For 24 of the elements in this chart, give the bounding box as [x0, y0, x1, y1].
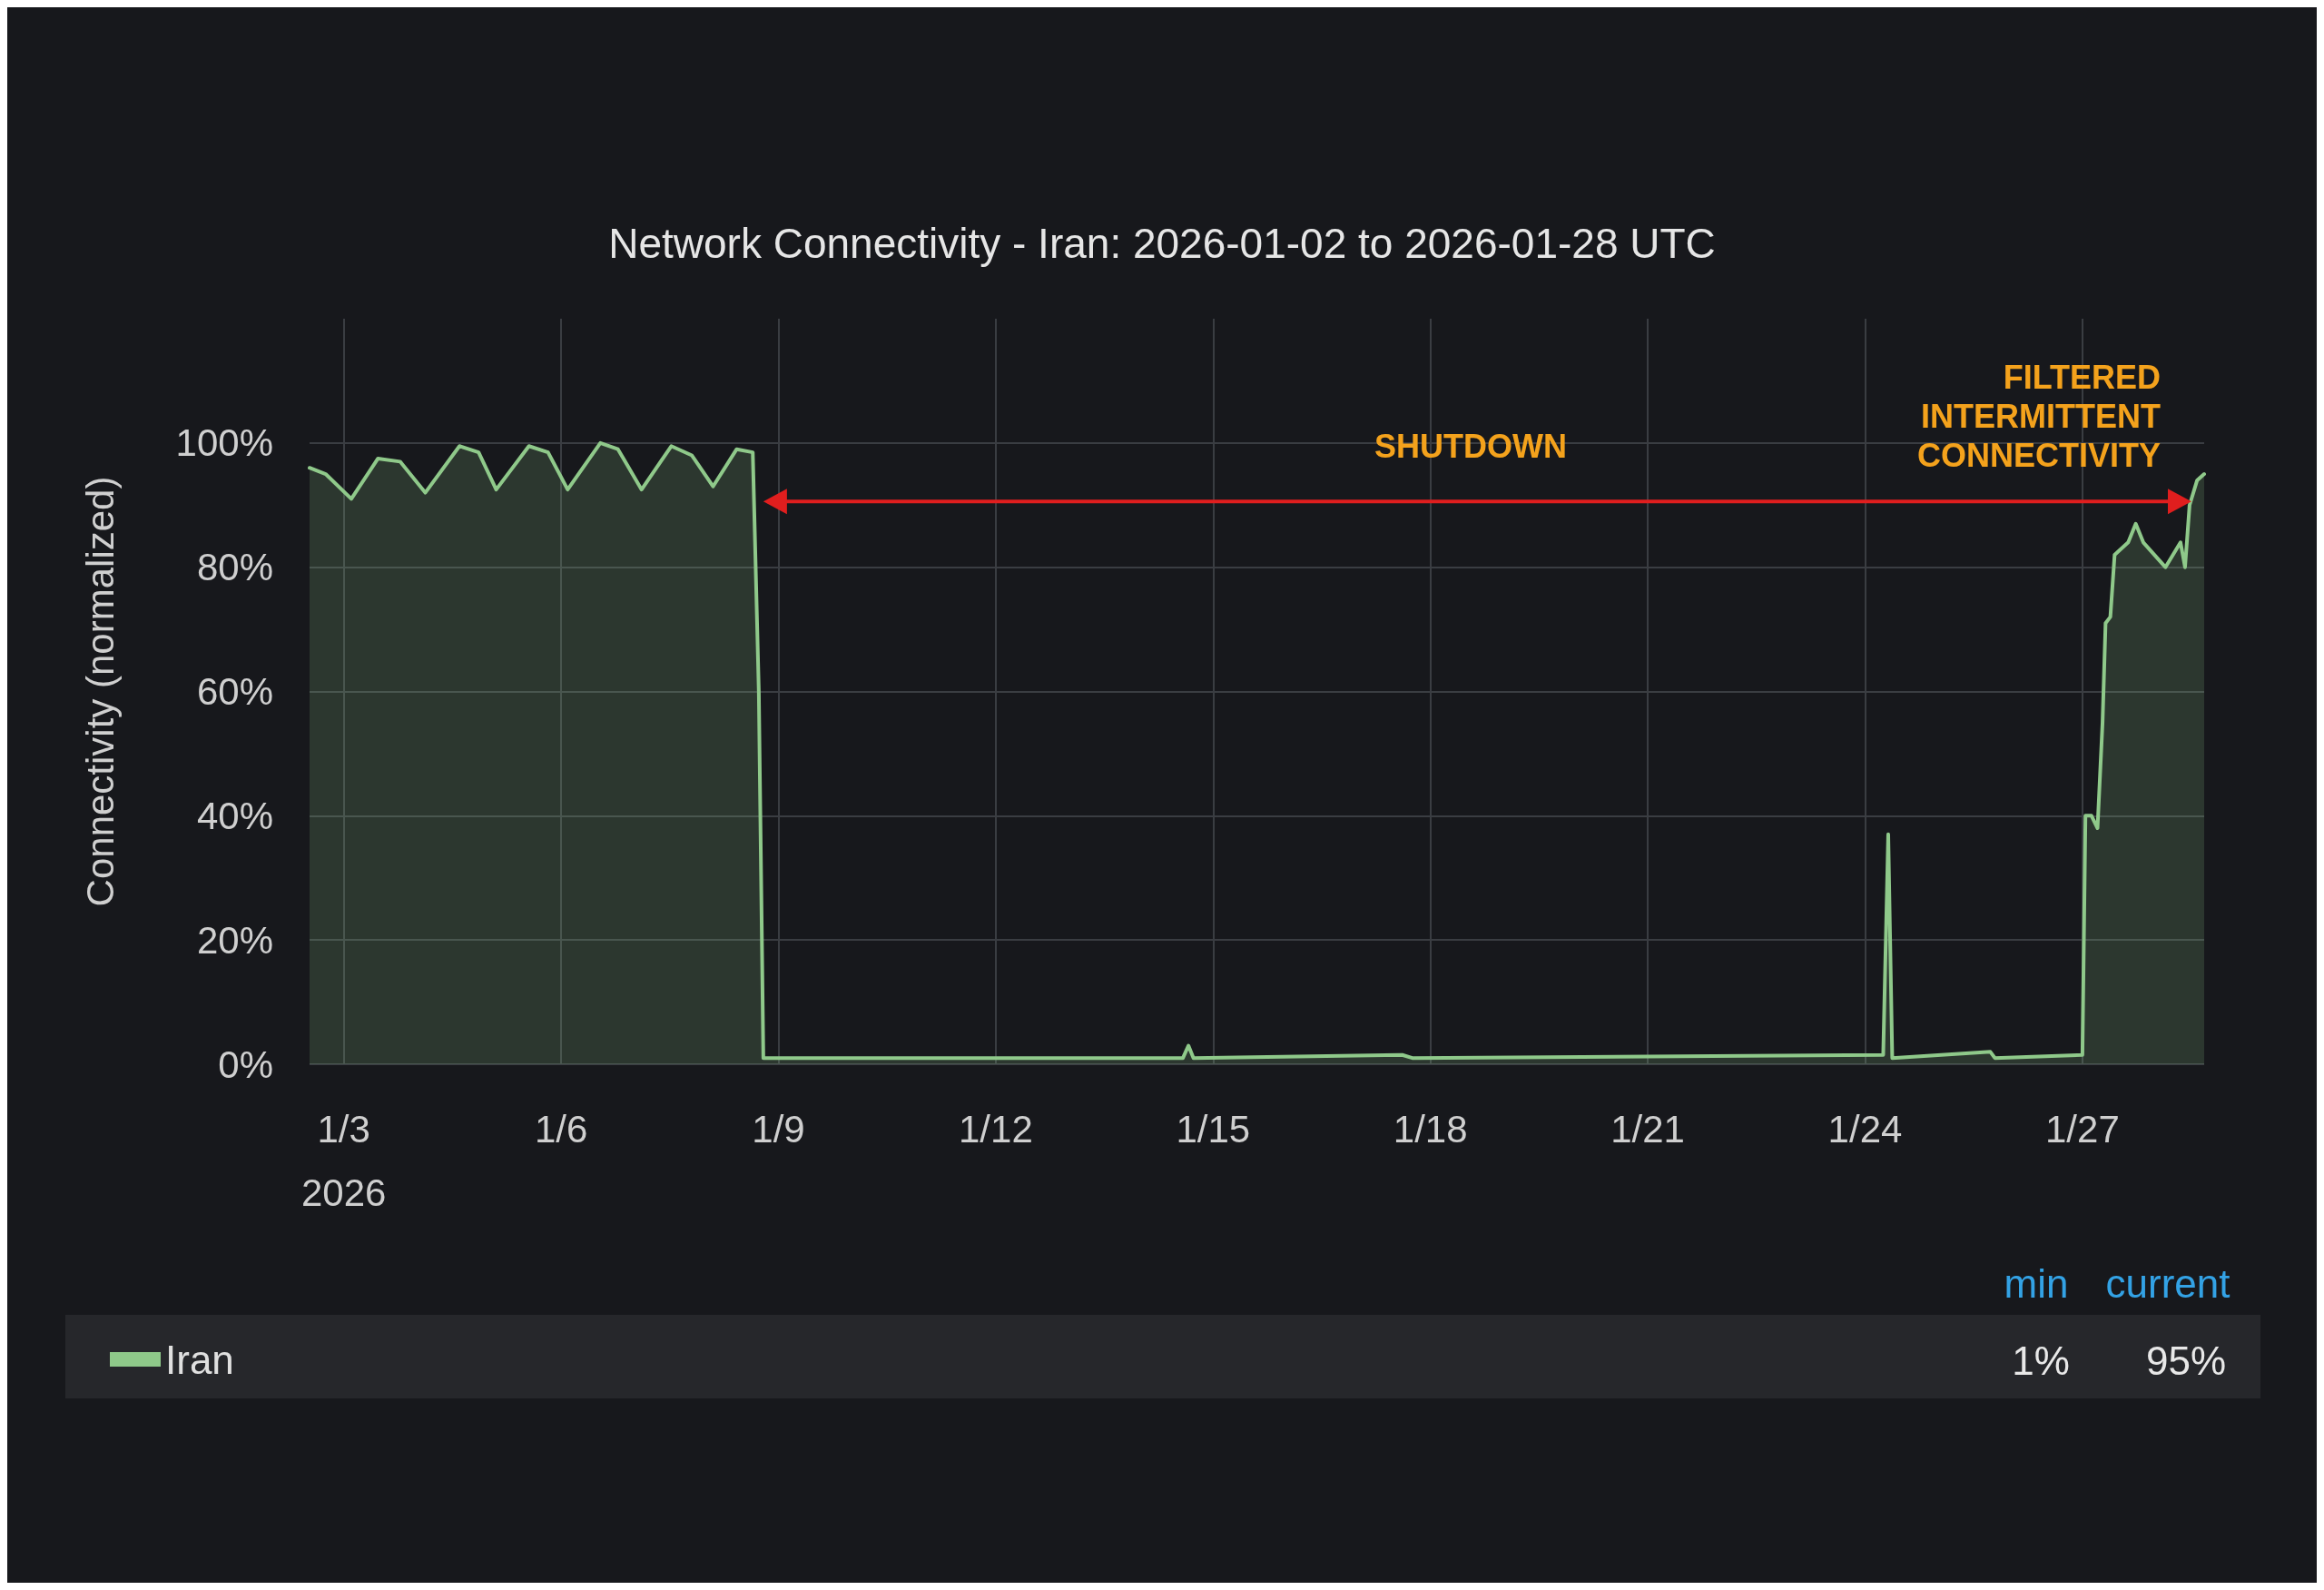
- annotation: FILTERED INTERMITTENT CONNECTIVITY: [1916, 358, 2161, 474]
- x-tick-label: 1/3 2026: [300, 1107, 387, 1214]
- text: min: [2004, 1260, 2069, 1306]
- text: 95%: [2145, 1338, 2227, 1383]
- y-tick-label: 40%: [196, 794, 273, 837]
- x-tick-label: 1/12: [959, 1107, 1033, 1151]
- x-tick-label: 1/6: [534, 1107, 588, 1151]
- x-tick-label: 1/21: [1610, 1107, 1685, 1151]
- y-tick-label: 0%: [218, 1042, 273, 1086]
- x-tick-label: 1/18: [1393, 1107, 1468, 1151]
- chart-title: Network Connectivity - Iran: 2026-01-02 to 2026-01-28 UTC: [608, 220, 1716, 267]
- y-axis-title: Connectivity (normalized): [78, 476, 122, 907]
- annotation: SHUTDOWN: [1374, 427, 1567, 465]
- x-tick-label: 1/27: [2045, 1107, 2120, 1151]
- text: current: [2105, 1260, 2230, 1306]
- y-tick-label: 80%: [196, 546, 273, 589]
- text: 1%: [2012, 1338, 2070, 1383]
- legend-label: Iran: [165, 1337, 234, 1382]
- x-tick-label: 1/9: [752, 1107, 805, 1151]
- x-tick-label: 1/15: [1176, 1107, 1251, 1151]
- y-tick-label: 60%: [196, 670, 273, 713]
- x-tick-label: 1/24: [1827, 1107, 1903, 1151]
- y-tick-label: 20%: [196, 918, 273, 962]
- y-tick-label: 100%: [175, 421, 273, 465]
